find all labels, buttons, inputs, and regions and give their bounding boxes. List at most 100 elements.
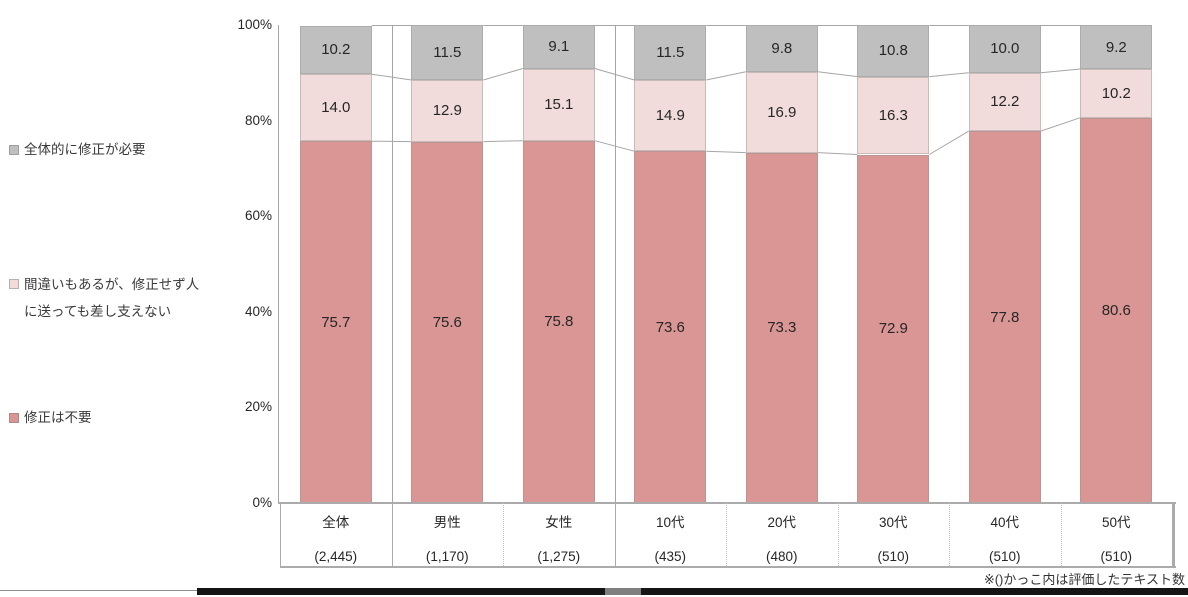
category-label: 全体	[322, 515, 350, 530]
category-count: (510)	[988, 549, 1021, 564]
bar-segment-series1-cat7: 10.2	[1080, 69, 1153, 118]
bar-segment-series2-cat3: 11.5	[634, 25, 707, 80]
legend-label: 全体的に修正が必要	[24, 142, 146, 157]
bar-segment-series1-cat4: 16.9	[745, 71, 818, 153]
category-count: (1,170)	[425, 549, 469, 564]
bar-value-label: 75.7	[321, 313, 351, 331]
category-separator-dotted	[837, 503, 839, 566]
bar-segment-series0-cat4: 73.3	[745, 152, 818, 503]
category-axis-left-border	[280, 503, 281, 566]
category-separator-solid	[614, 503, 616, 566]
y-axis-tick-label: 60%	[244, 208, 272, 224]
window-bottom-edge	[197, 588, 1188, 595]
bar-value-label: 10.2	[321, 41, 351, 59]
category-axis-right-border	[1172, 503, 1175, 568]
bar-value-label: 75.6	[432, 313, 462, 331]
bar-segment-series1-cat6: 12.2	[968, 72, 1041, 132]
category-separator-dotted	[1060, 503, 1062, 566]
bar-value-label: 12.2	[990, 93, 1020, 111]
bar-value-label: 16.3	[878, 107, 908, 125]
category-label: 30代	[878, 515, 908, 530]
bar-value-label: 11.5	[433, 44, 462, 61]
bar-value-label: 10.0	[990, 40, 1020, 58]
category-label: 男性	[433, 515, 461, 530]
bar-segment-series0-cat5: 72.9	[857, 154, 930, 503]
category-label: 20代	[767, 515, 797, 530]
y-axis-line	[278, 25, 279, 504]
bar-segment-series2-cat4: 9.8	[745, 25, 818, 72]
bar-value-label: 16.9	[767, 103, 797, 121]
legend-label-line1: 間違いもあるが、修正せず人	[24, 277, 200, 292]
legend-marker-gray-square-icon	[9, 145, 19, 155]
bar-value-label: 75.8	[544, 313, 574, 331]
category-count: (1,275)	[537, 549, 581, 564]
bar-segment-series1-cat3: 14.9	[634, 80, 707, 152]
bar-value-label: 14.0	[321, 99, 351, 117]
category-label: 10代	[655, 515, 685, 530]
bar-segment-series1-cat2: 15.1	[522, 68, 595, 141]
bar-value-label: 9.2	[1105, 38, 1127, 56]
bar-segment-series2-cat2: 9.1	[522, 25, 595, 69]
bar-value-label: 14.9	[655, 107, 685, 125]
category-separator-dotted	[503, 503, 504, 566]
bar-segment-series2-cat1: 11.5	[411, 25, 484, 80]
legend-marker-lightpink-square-icon	[9, 279, 19, 289]
legend-label: 間違いもあるが、修正せず人 に送っても差し支えない	[24, 271, 199, 325]
bar-value-label: 73.3	[767, 319, 797, 337]
legend-item-no-correction-needed: 修正は不要	[9, 409, 92, 427]
bar-value-label: 9.8	[771, 39, 793, 57]
bar-segment-series2-cat7: 9.2	[1080, 25, 1153, 69]
category-separator-solid	[391, 503, 393, 566]
bar-value-label: 10.2	[1101, 84, 1131, 102]
category-count: (480)	[765, 549, 798, 564]
footnote: ※()かっこ内は評価したテキスト数	[983, 572, 1185, 587]
category-label: 女性	[545, 515, 573, 530]
legend-marker-darkpink-square-icon	[9, 413, 19, 423]
bar-segment-series0-cat2: 75.8	[522, 140, 595, 503]
bar-segment-series0-cat3: 73.6	[634, 151, 707, 503]
bar-segment-series0-cat6: 77.8	[968, 131, 1041, 503]
bottom-border-line	[0, 590, 197, 591]
bar-value-label: 10.8	[878, 42, 908, 60]
bar-segment-series2-cat6: 10.0	[968, 25, 1041, 73]
bar-value-label: 72.9	[878, 320, 908, 338]
bar-segment-series1-cat5: 16.3	[857, 76, 930, 155]
category-label: 50代	[1101, 515, 1131, 530]
category-count: (2,445)	[314, 549, 358, 564]
y-axis-tick-label: 20%	[244, 399, 272, 415]
window-bottom-edge-segment	[605, 588, 641, 595]
bar-segment-series0-cat0: 75.7	[299, 141, 372, 503]
bar-value-label: 73.6	[655, 318, 685, 336]
bar-segment-series0-cat7: 80.6	[1080, 117, 1153, 503]
bar-segment-series1-cat0: 14.0	[299, 74, 372, 142]
group-separator-line	[614, 25, 616, 503]
category-separator-dotted	[726, 503, 727, 566]
y-axis-tick-label: 80%	[244, 112, 272, 128]
category-count: (510)	[877, 549, 909, 564]
category-axis-bottom-border	[280, 566, 1176, 568]
series-connector-lines	[371, 25, 1081, 155]
bar-value-label: 77.8	[990, 308, 1020, 326]
legend-label-line2: に送っても差し支えない	[24, 304, 172, 319]
group-separator-line	[391, 25, 393, 503]
bar-segment-series2-cat0: 10.2	[299, 25, 372, 75]
category-count: (435)	[654, 549, 686, 564]
legend-label: 修正は不要	[24, 410, 92, 425]
legend-item-needs-full-correction: 全体的に修正が必要	[9, 141, 146, 159]
category-label: 40代	[990, 515, 1020, 530]
category-axis-line	[278, 502, 1176, 504]
bar-value-label: 11.5	[656, 44, 685, 61]
bar-value-label: 80.6	[1101, 301, 1131, 319]
bar-value-label: 12.9	[432, 102, 462, 120]
bar-segment-series0-cat1: 75.6	[411, 141, 484, 503]
category-count: (510)	[1100, 549, 1132, 564]
y-axis-tick-label: 0%	[252, 495, 272, 510]
bar-value-label: 9.1	[548, 38, 570, 56]
bar-value-label: 15.1	[544, 96, 574, 114]
y-axis-tick-label: 100%	[237, 17, 272, 32]
y-axis-tick-label: 40%	[244, 303, 272, 319]
legend-item-minor-errors-ok: 間違いもあるが、修正せず人 に送っても差し支えない	[9, 271, 199, 325]
category-separator-dotted	[949, 503, 950, 566]
bar-segment-series1-cat1: 12.9	[411, 80, 484, 142]
